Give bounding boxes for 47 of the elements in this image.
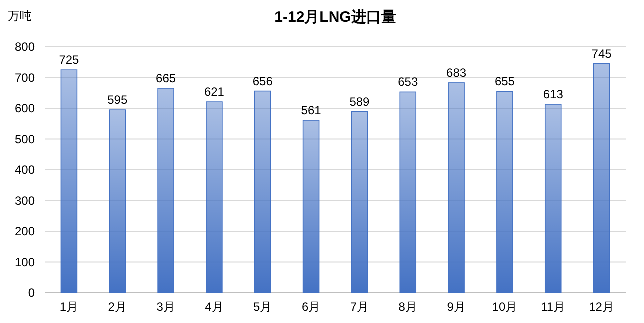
- data-label: 665: [156, 72, 176, 86]
- data-label: 561: [301, 103, 322, 118]
- bar: [448, 82, 465, 294]
- x-tick-label: 8月: [398, 300, 418, 314]
- x-tick-label: 7月: [350, 300, 370, 314]
- y-tick-label: 800: [14, 40, 36, 54]
- y-tick-label: 700: [14, 70, 36, 85]
- bar: [302, 120, 320, 294]
- x-tick-label: 2月: [108, 300, 127, 314]
- bar: [593, 64, 610, 294]
- bar: [60, 70, 78, 294]
- bar: [158, 88, 174, 294]
- data-label: 745: [592, 46, 612, 61]
- y-tick-label: 400: [14, 163, 36, 177]
- data-label: 621: [204, 85, 225, 100]
- data-label: 725: [59, 53, 80, 68]
- y-axis-title: 万吨: [8, 9, 32, 23]
- x-tick-label: 6月: [302, 300, 321, 314]
- bar: [351, 111, 368, 294]
- data-label: 613: [543, 88, 564, 102]
- bar: [109, 110, 126, 294]
- y-tick-label: 100: [14, 255, 36, 270]
- x-tick-label: 12月: [589, 300, 614, 314]
- data-label: 595: [108, 93, 128, 108]
- data-label: 683: [446, 66, 467, 80]
- bar: [496, 91, 514, 294]
- y-tick-label: 0: [28, 286, 36, 300]
- x-tick-label: 9月: [447, 300, 466, 314]
- bar: [400, 92, 417, 294]
- data-label: 656: [252, 74, 274, 88]
- bar: [544, 104, 562, 294]
- data-label: 589: [350, 94, 370, 109]
- y-tick-label: 300: [14, 194, 36, 208]
- bar: [254, 90, 272, 294]
- x-tick-label: 5月: [254, 300, 272, 314]
- y-tick-label: 500: [14, 132, 36, 146]
- x-tick-label: 11月: [541, 300, 566, 314]
- y-tick-label: 200: [14, 224, 36, 238]
- data-label: 653: [398, 75, 418, 90]
- data-label: 655: [494, 74, 516, 89]
- x-tick-label: 4月: [205, 300, 224, 314]
- bar: [206, 102, 223, 294]
- chart-title: 1-12月LNG进口量: [274, 9, 396, 26]
- x-tick-label: 10月: [492, 300, 518, 314]
- y-tick-label: 600: [14, 102, 36, 116]
- x-tick-label: 1月: [60, 300, 79, 314]
- x-tick-label: 3月: [156, 300, 176, 314]
